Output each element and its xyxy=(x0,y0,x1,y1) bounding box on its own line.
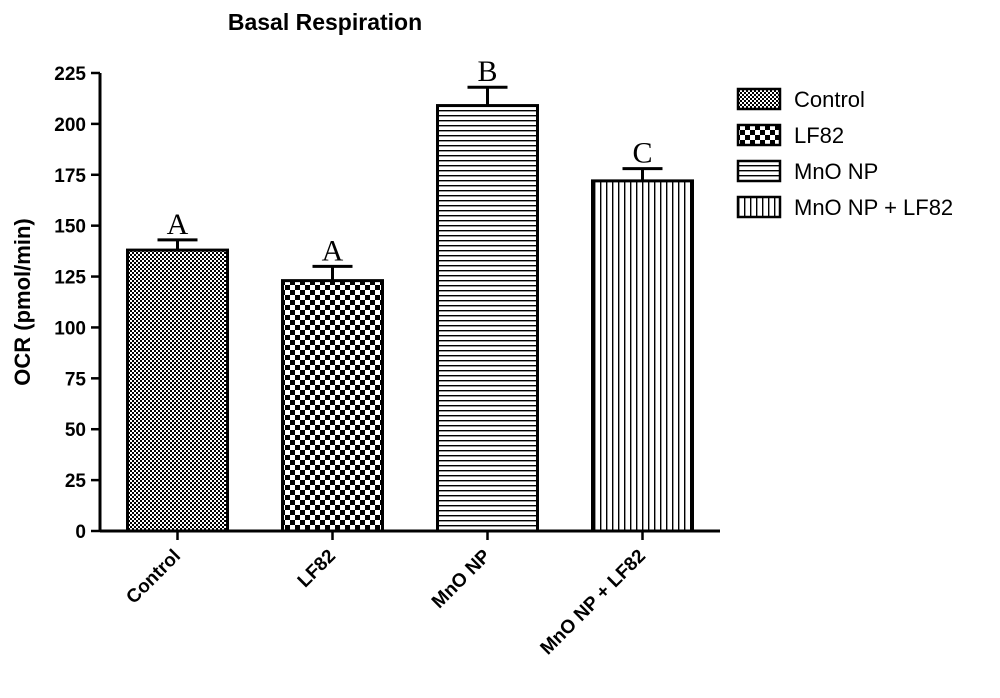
bar xyxy=(591,179,694,533)
y-tick-label: 0 xyxy=(75,522,86,543)
bar xyxy=(126,248,229,533)
significance-label: A xyxy=(322,234,344,267)
significance-label: B xyxy=(477,55,497,88)
significance-label: A xyxy=(167,208,189,241)
legend-swatch xyxy=(736,123,782,147)
bar xyxy=(281,279,384,533)
x-axis: Control LF82 MnO NP MnO NP + LF82 xyxy=(100,529,720,660)
legend-swatch xyxy=(736,159,782,183)
bar xyxy=(436,104,539,533)
legend-swatch xyxy=(736,87,782,111)
legend-label: LF82 xyxy=(794,123,844,148)
y-axis-label: OCR (pmol/min) xyxy=(10,218,35,385)
bars: A A B C xyxy=(126,55,694,533)
y-tick-label: 100 xyxy=(54,318,86,339)
y-tick-label: 175 xyxy=(54,166,86,187)
y-tick-label: 225 xyxy=(54,64,86,85)
significance-label: C xyxy=(632,137,652,170)
x-tick-label: MnO NP xyxy=(428,545,495,612)
y-tick-label: 50 xyxy=(65,420,86,441)
y-tick-label: 75 xyxy=(65,369,87,390)
legend-label: Control xyxy=(794,87,865,112)
legend-label: MnO NP + LF82 xyxy=(794,195,953,220)
y-axis: 0 25 50 75 100 125 150 175 200 225 xyxy=(54,64,102,543)
chart-title: Basal Respiration xyxy=(228,9,422,35)
y-tick-label: 200 xyxy=(54,115,86,136)
legend: Control LF82 MnO NP MnO NP + LF82 xyxy=(736,87,953,220)
x-tick-label: Control xyxy=(122,546,185,609)
y-tick-label: 150 xyxy=(54,217,86,238)
y-tick-label: 25 xyxy=(65,471,87,492)
y-tick-label: 125 xyxy=(54,268,86,289)
legend-label: MnO NP xyxy=(794,159,878,184)
x-tick-label: LF82 xyxy=(294,546,340,592)
legend-swatch xyxy=(736,195,782,219)
x-tick-label: MnO NP + LF82 xyxy=(537,546,651,660)
